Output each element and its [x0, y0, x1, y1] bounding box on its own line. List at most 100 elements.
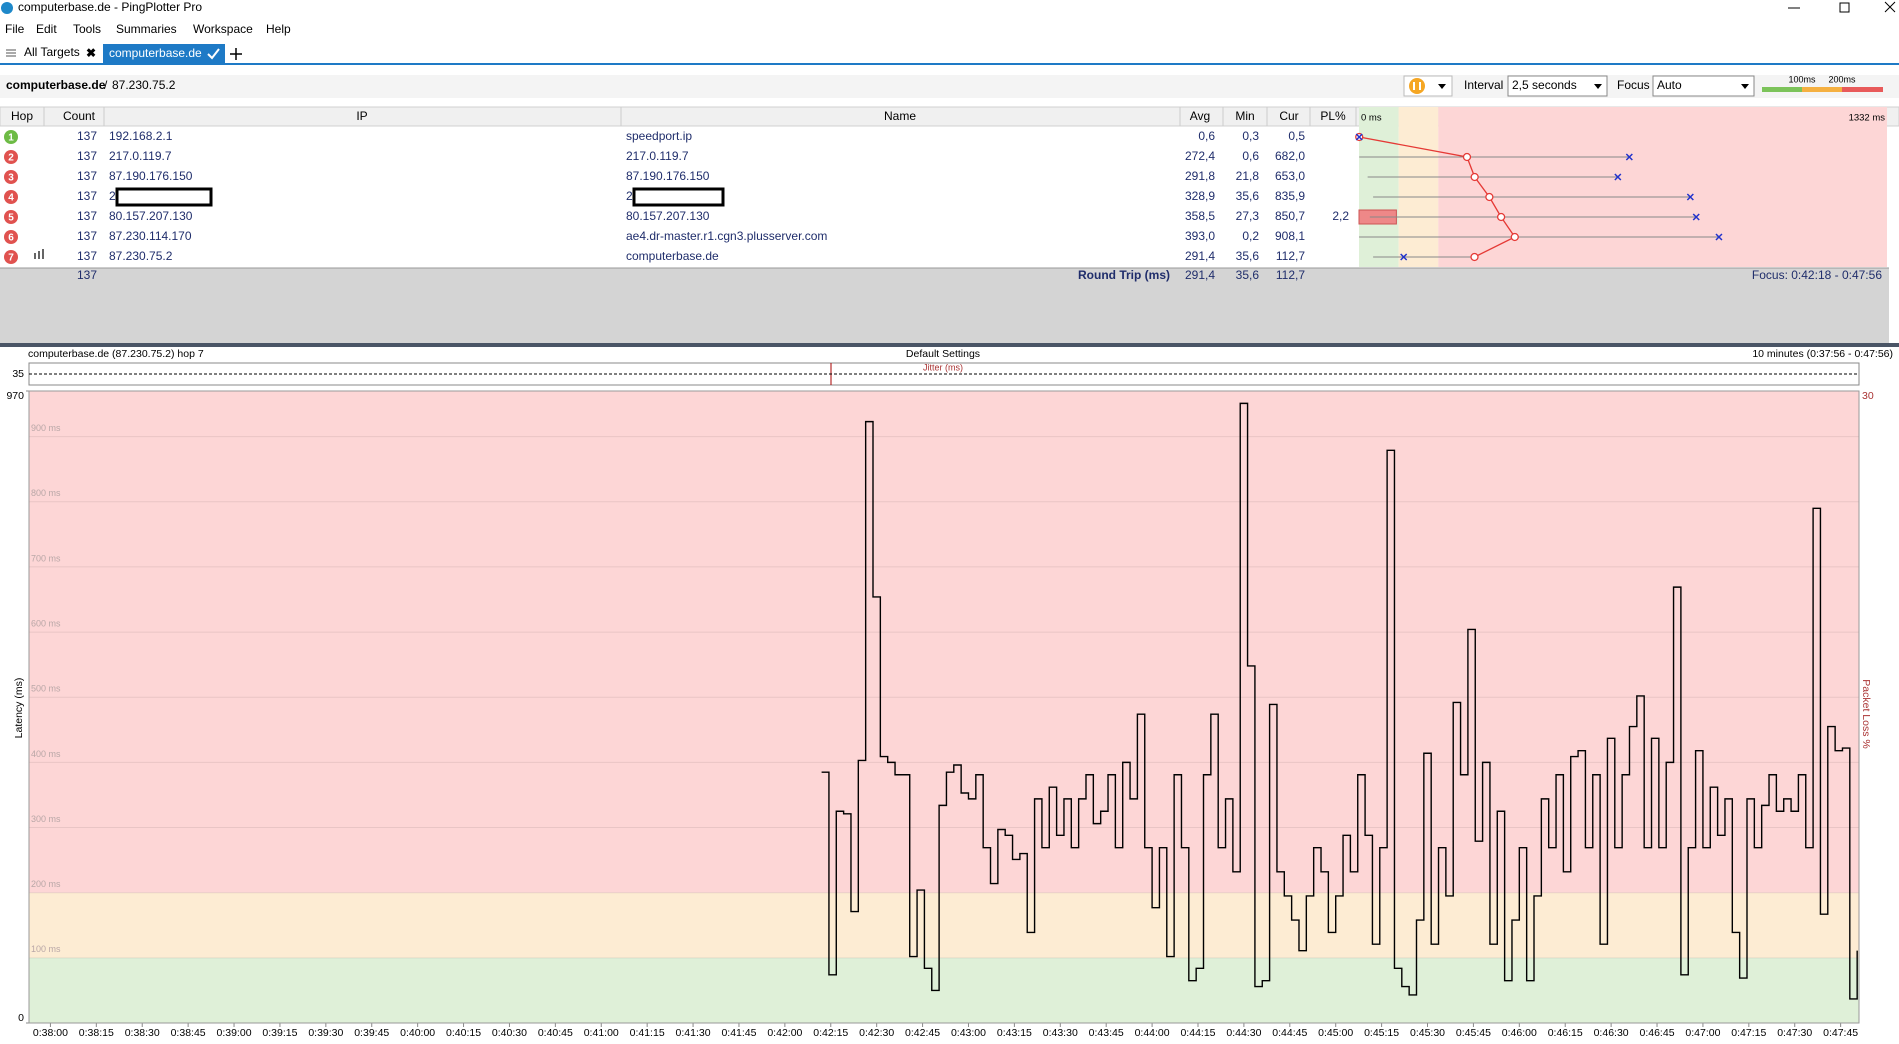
y2-axis-label: Packet Loss %	[1860, 679, 1872, 748]
avg-point	[1470, 172, 1479, 182]
jitter-tick-label: 35	[12, 368, 24, 380]
tab-menu-icon[interactable]	[6, 49, 16, 57]
active-tab[interactable]	[103, 44, 225, 63]
hop-name: computerbase.de	[626, 249, 719, 263]
hop-ip: 87.190.176.150	[109, 169, 193, 183]
focus-value: Auto	[1657, 78, 1682, 92]
graph-icon	[38, 251, 40, 259]
summary-min: 35,6	[1236, 268, 1260, 282]
y-tick-label: 500 ms	[31, 684, 61, 694]
tab-target[interactable]: computerbase.de	[109, 46, 202, 60]
cur-point	[1686, 193, 1694, 201]
hop-ip: 192.168.2.1	[109, 129, 173, 143]
x-tick-label: 0:43:15	[997, 1027, 1032, 1039]
x-tick-label: 0:46:45	[1640, 1027, 1675, 1039]
tab-underline	[0, 63, 1899, 65]
interval-select[interactable]	[1507, 75, 1608, 97]
tab-all-targets[interactable]: All Targets	[24, 45, 80, 59]
hop-cur: 682,0	[1275, 149, 1305, 163]
menu-item[interactable]: File	[5, 22, 25, 36]
summary-cur: 112,7	[1276, 268, 1305, 282]
summary-avg: 291,4	[1185, 268, 1215, 282]
column-header[interactable]: Count	[63, 109, 96, 123]
hop-name: 2	[626, 189, 633, 203]
hop-number: 7	[8, 253, 14, 264]
menu-item[interactable]: Edit	[36, 22, 57, 36]
menu-item[interactable]: Tools	[73, 22, 101, 36]
column-header[interactable]: Avg	[1190, 109, 1210, 123]
column-header[interactable]: Hop	[11, 109, 33, 123]
column-header[interactable]: Min	[1235, 109, 1254, 123]
window-title: computerbase.de - PingPlotter Pro	[18, 0, 202, 14]
threshold-label: 200ms	[1828, 74, 1856, 84]
x-tick-label: 0:40:00	[400, 1027, 435, 1039]
menu-item[interactable]: Workspace	[193, 22, 253, 36]
column-header[interactable]: IP	[356, 109, 367, 123]
cur-point	[1692, 213, 1700, 221]
hop-min: 0,2	[1242, 229, 1259, 243]
hop-min: 35,6	[1236, 249, 1260, 263]
plot-border	[28, 390, 1860, 1024]
y-tick-label: 900 ms	[31, 423, 61, 433]
tab-close[interactable]: ✖	[86, 46, 96, 60]
y-tick-label: 700 ms	[31, 553, 61, 563]
x-tick-label: 0:39:00	[217, 1027, 252, 1039]
splitter[interactable]	[0, 343, 1899, 347]
x-tick-label: 0:40:30	[492, 1027, 527, 1039]
x-tick-label: 0:40:15	[446, 1027, 481, 1039]
pause-dropdown[interactable]	[1438, 84, 1446, 89]
x-tick-label: 0:45:15	[1364, 1027, 1399, 1039]
x-tick-label: 0:44:15	[1180, 1027, 1215, 1039]
hop-badge	[4, 250, 18, 264]
add-tab[interactable]	[230, 48, 242, 60]
graph-title: computerbase.de (87.230.75.2) hop 7	[28, 348, 204, 360]
hop-name: ae4.dr-master.r1.cgn3.plusserver.com	[626, 229, 827, 243]
hop-cur: 908,1	[1275, 229, 1305, 243]
target-name: computerbase.de	[6, 78, 106, 92]
x-tick-label: 0:43:30	[1043, 1027, 1078, 1039]
hop-cur: 0,5	[1288, 129, 1305, 143]
threshold-segment	[1762, 87, 1802, 92]
column-header[interactable]: Name	[884, 109, 916, 123]
latency-graph: 0 100 ms 200 ms 300 ms 400 ms 500 ms 600 ms 700…	[6, 368, 1873, 1039]
cur-point	[1625, 153, 1633, 161]
hop-badge	[4, 150, 18, 164]
hop-avg: 328,9	[1185, 189, 1215, 203]
hop-ip: 2	[109, 189, 116, 203]
y-axis-label: Latency (ms)	[13, 678, 25, 739]
hop-number: 5	[8, 213, 14, 224]
hop-number: 6	[8, 233, 14, 244]
column-header[interactable]: PL%	[1320, 109, 1346, 123]
summary-row: 137 Round Trip (ms) 291,4 35,6 112,7 Focus: 0…	[77, 268, 1882, 282]
hop-min: 21,8	[1236, 169, 1260, 183]
summary-label: Round Trip (ms)	[1078, 268, 1170, 282]
latency-band	[1438, 107, 1887, 267]
pause-button[interactable]	[1409, 78, 1425, 94]
x-tick-label: 0:47:30	[1777, 1027, 1812, 1039]
menu-item[interactable]: Help	[266, 22, 291, 36]
hop-count: 137	[77, 229, 97, 243]
y-tick-label: 970	[6, 390, 24, 402]
x-tick-label: 0:44:00	[1135, 1027, 1170, 1039]
x-tick-label: 0:41:00	[584, 1027, 619, 1039]
x-tick-label: 0:44:30	[1226, 1027, 1261, 1039]
target-sep: /	[104, 78, 108, 92]
menu-item[interactable]: Summaries	[116, 22, 177, 36]
close-button[interactable]	[1884, 1, 1896, 13]
latency-band	[1398, 107, 1439, 267]
graph-icon	[34, 253, 36, 259]
hop-name: speedport.ip	[626, 129, 692, 143]
interval-value: 2,5 seconds	[1512, 78, 1577, 92]
hop-badge	[4, 230, 18, 244]
latency-band	[29, 957, 1859, 1023]
restore-button[interactable]	[1839, 2, 1850, 13]
focus-select[interactable]	[1652, 75, 1755, 97]
x-tick-label: 0:38:30	[125, 1027, 160, 1039]
column-header[interactable]: Cur	[1279, 109, 1298, 123]
x-tick-label: 0:38:00	[33, 1027, 68, 1039]
y-tick-label: 200 ms	[31, 879, 61, 889]
x-tick-label: 0:39:30	[308, 1027, 343, 1039]
x-tick-label: 0:45:00	[1318, 1027, 1353, 1039]
